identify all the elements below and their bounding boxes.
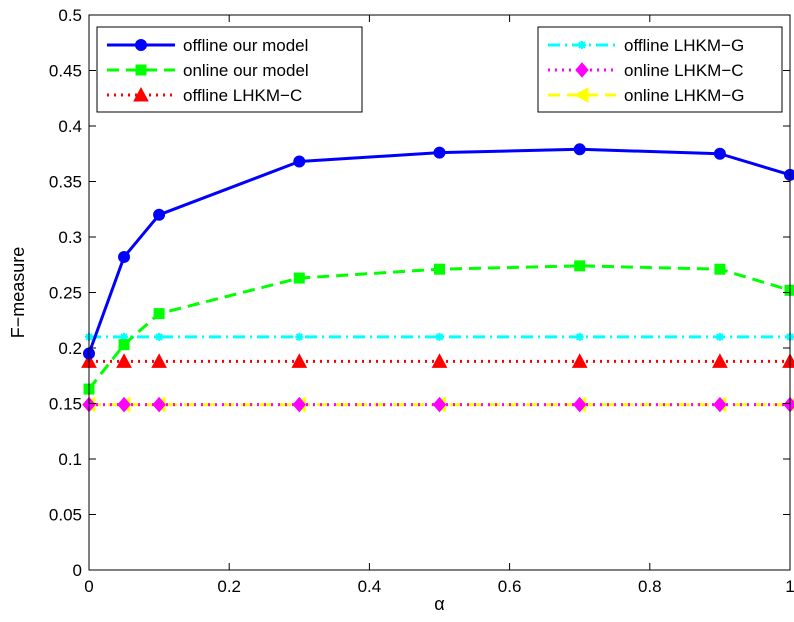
legend-left: offline our model online our model offline…	[96, 26, 363, 113]
y-tick-label: 0.45	[49, 62, 82, 81]
legend-swatch-marker	[135, 39, 147, 51]
series-3	[81, 353, 794, 368]
data-point	[573, 143, 586, 156]
data-point	[575, 332, 584, 341]
y-tick-label: 0.1	[58, 450, 82, 469]
series-1	[83, 143, 794, 360]
legend-entry: online LHKM−C	[548, 61, 744, 80]
legend-swatch-marker	[135, 64, 147, 76]
legend-entry: offline LHKM−C	[107, 86, 302, 105]
legend-swatch-marker	[133, 86, 149, 102]
legend-right: offline LHKM−G online LHKM−C online LHKM−G	[537, 26, 783, 113]
data-point	[295, 332, 304, 341]
series-layer	[80, 143, 794, 413]
data-point	[715, 332, 724, 341]
data-point	[431, 353, 448, 368]
legend-entry: online our model	[107, 61, 309, 80]
y-tick-label: 0.3	[58, 228, 82, 247]
ticks-layer: 0 0.2 0.4 0.6 0.8 1 0 0.05 0.1 0.15 0.2 0.25 0.3 0.35…	[49, 6, 794, 596]
y-tick-label: 0.2	[58, 339, 82, 358]
y-tick-label: 0.4	[58, 117, 82, 136]
data-point	[152, 396, 166, 413]
data-point	[712, 353, 728, 368]
series-line	[87, 264, 791, 390]
legend-label: offline LHKM−C	[183, 86, 302, 105]
data-point	[784, 168, 794, 181]
data-point	[293, 155, 306, 168]
legend-entry: offline LHKM−G	[548, 36, 744, 55]
legend-swatch-marker	[575, 62, 589, 78]
y-tick-label: 0	[73, 561, 82, 580]
data-point	[118, 250, 131, 263]
legend-swatch-marker	[573, 87, 589, 103]
legend-entry: offline our model	[107, 36, 308, 55]
y-tick-label: 0.25	[49, 284, 82, 303]
data-point	[291, 353, 308, 368]
data-point	[714, 263, 726, 275]
series-5	[82, 396, 794, 413]
x-tick-label: 0.8	[638, 577, 662, 596]
data-point	[713, 396, 727, 413]
legend-label: online our model	[183, 61, 309, 80]
legend-swatch-marker	[578, 41, 586, 49]
y-tick-label: 0.35	[49, 173, 82, 192]
legend-label: offline our model	[183, 36, 308, 55]
data-point	[434, 263, 445, 275]
data-point	[153, 308, 165, 320]
legend-label: online LHKM−C	[624, 61, 744, 80]
data-point	[120, 332, 129, 341]
data-point	[151, 353, 167, 368]
data-point	[574, 260, 586, 272]
data-point	[116, 353, 132, 368]
x-tick-label: 0.4	[358, 577, 382, 596]
y-tick-label: 0.5	[58, 6, 82, 25]
series-line	[87, 147, 791, 355]
x-tick-label: 0.2	[217, 577, 241, 596]
data-point	[293, 272, 305, 284]
x-tick-label: 0	[84, 577, 93, 596]
data-point	[573, 396, 587, 413]
data-point	[571, 353, 588, 368]
x-tick-label: 0.6	[498, 577, 522, 596]
data-point	[435, 332, 444, 341]
y-axis-label: F−measure	[8, 247, 28, 339]
data-point	[713, 147, 726, 160]
data-point	[432, 396, 447, 413]
data-point	[433, 146, 446, 159]
data-point	[117, 396, 131, 413]
legend-label: offline LHKM−G	[624, 36, 744, 55]
y-tick-label: 0.15	[49, 395, 82, 414]
x-tick-label: 1	[785, 577, 794, 596]
legend-entry: online LHKM−G	[548, 86, 744, 105]
data-point	[292, 396, 306, 413]
data-point	[153, 208, 166, 221]
legend-label: online LHKM−G	[624, 86, 744, 105]
y-tick-label: 0.05	[49, 506, 82, 525]
data-point	[155, 332, 164, 341]
x-axis-label: α	[434, 594, 444, 614]
data-point	[118, 339, 130, 351]
